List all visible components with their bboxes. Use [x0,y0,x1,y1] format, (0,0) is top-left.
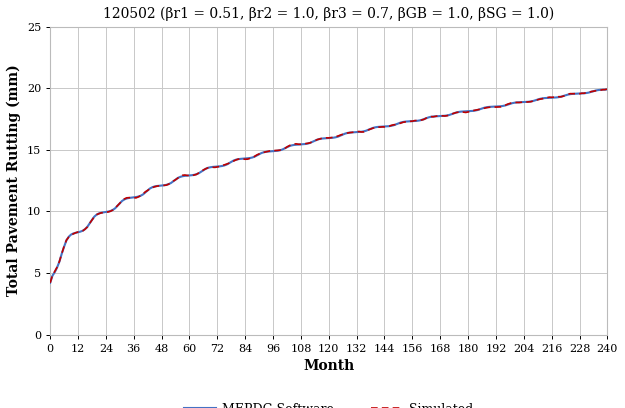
Line: Simulated: Simulated [50,89,608,283]
Y-axis label: Total Pavement Rutting (mm): Total Pavement Rutting (mm) [7,65,21,297]
MEPDG Software [604,87,611,92]
MEPDG Software [364,127,372,132]
Simulated [46,280,54,285]
Simulated [494,104,502,109]
Simulated [597,88,604,93]
MEPDG Software [597,87,604,92]
MEPDG Software [494,104,502,109]
X-axis label: Month: Month [303,359,354,373]
MEPDG Software [458,109,465,114]
Legend: MEPDG Software, Simulated: MEPDG Software, Simulated [179,398,478,408]
MEPDG Software [109,207,117,212]
Line: MEPDG Software: MEPDG Software [50,89,608,283]
Simulated [458,110,465,115]
MEPDG Software [258,151,265,155]
Simulated [364,127,372,132]
MEPDG Software [46,280,54,285]
Simulated [604,86,611,91]
Simulated [109,208,117,213]
Title: 120502 (βr1 = 0.51, βr2 = 1.0, βr3 = 0.7, βGB = 1.0, βSG = 1.0): 120502 (βr1 = 0.51, βr2 = 1.0, βr3 = 0.7… [103,7,554,21]
Simulated [258,151,265,155]
